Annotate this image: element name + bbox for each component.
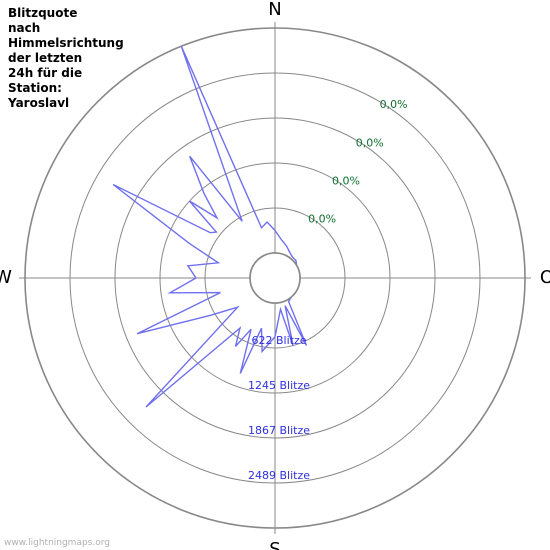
data-polygon (113, 46, 306, 407)
ring-label-bottom-0: 622 Blitze (251, 334, 306, 347)
cardinal-n: N (268, 0, 281, 20)
cardinal-s: S (269, 539, 280, 550)
ring-label-top-3: 0,0% (380, 98, 408, 111)
ring-label-top-1: 0,0% (332, 174, 360, 187)
ring-label-top-2: 0,0% (356, 136, 384, 149)
cardinal-w: W (0, 267, 12, 288)
ring-label-top-0: 0,0% (308, 213, 336, 226)
ring-label-bottom-2: 1867 Blitze (248, 424, 310, 437)
cardinal-e: O (540, 267, 550, 288)
polar-chart: N S W O 622 Blitze 1245 Blitze 1867 Blitze 2489… (0, 0, 550, 550)
ring-label-bottom-1: 1245 Blitze (248, 379, 310, 392)
ring-label-bottom-3: 2489 Blitze (248, 469, 310, 482)
